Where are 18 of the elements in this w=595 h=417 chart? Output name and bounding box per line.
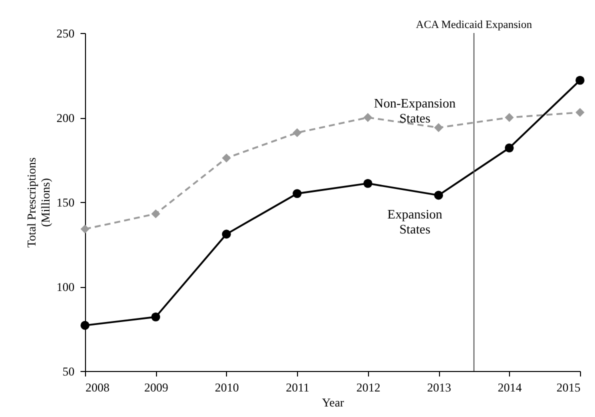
x-tick-label: 2009 xyxy=(144,380,168,394)
y-tick-label: 50 xyxy=(62,364,74,378)
x-tick-label: 2008 xyxy=(86,380,110,394)
ref-line-label: ACA Medicaid Expansion xyxy=(416,19,532,31)
x-tick-label: 2012 xyxy=(356,380,380,394)
x-axis-title: Year xyxy=(322,396,344,410)
x-tick-label: 2010 xyxy=(214,380,239,394)
x-tick-label: 2015 xyxy=(556,380,580,394)
x-tick-label: 2013 xyxy=(427,380,452,394)
x-tick-label: 2014 xyxy=(498,380,522,394)
y-axis-title: Total Prescriptions (Millions) xyxy=(24,157,52,248)
series-label: Expansion States xyxy=(387,206,443,236)
y-tick-label: 100 xyxy=(56,280,74,294)
y-tick-label: 200 xyxy=(56,111,74,125)
x-tick-label: 2011 xyxy=(286,380,310,394)
y-tick-label: 150 xyxy=(56,196,74,210)
series-label: Non-Expansion States xyxy=(374,96,456,126)
y-tick-label: 250 xyxy=(56,26,74,40)
